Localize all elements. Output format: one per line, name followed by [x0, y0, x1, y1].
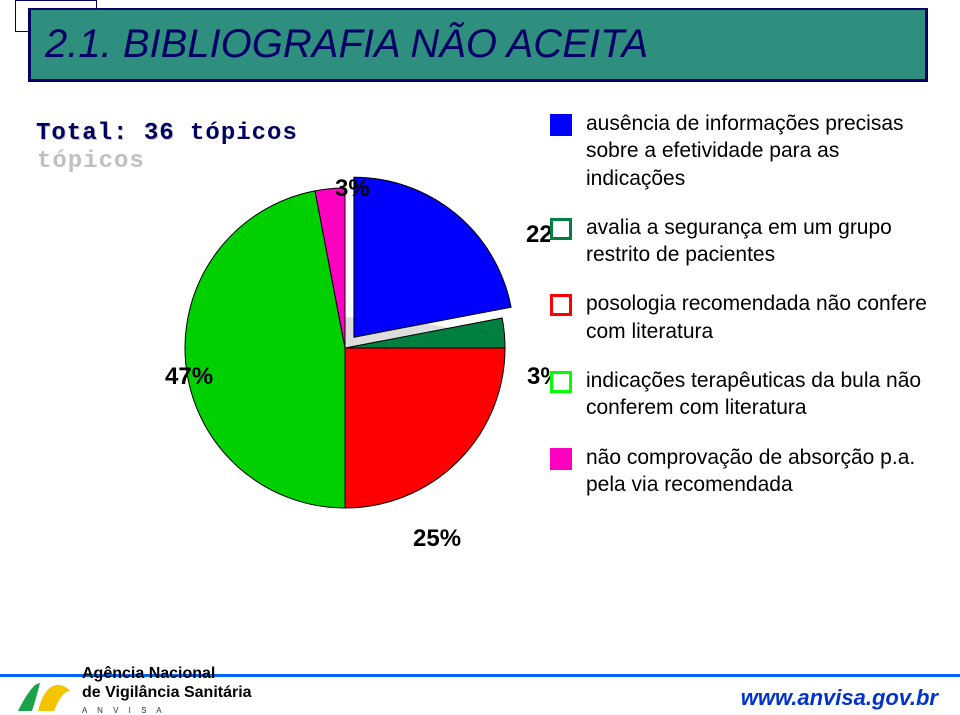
legend-swatch [550, 218, 572, 240]
agency-acronym: A N V I S A [82, 706, 252, 715]
pct-label: 47% [165, 363, 213, 390]
legend-label: indicações terapêuticas da bula não conf… [586, 367, 930, 422]
legend-swatch [550, 294, 572, 316]
pie-slice [354, 177, 511, 337]
legend: ausência de informações precisas sobre a… [550, 110, 930, 520]
legend-item: não comprovação de absorção p.a. pela vi… [550, 444, 930, 499]
agency-name-line1: Agência Nacional [82, 666, 252, 685]
anvisa-logo-icon [14, 681, 72, 715]
pie-chart: 22%3%25%47%3% [140, 148, 480, 488]
legend-item: posologia recomendada não confere com li… [550, 290, 930, 345]
legend-item: avalia a segurança em um grupo restrito … [550, 214, 930, 269]
pct-label: 22% [526, 221, 550, 248]
footer: Agência Nacional de Vigilância Sanitária… [0, 671, 960, 715]
pie-slice [185, 191, 345, 508]
legend-swatch [550, 371, 572, 393]
title-banner: 2.1. BIBLIOGRAFIA NÃO ACEITA [28, 8, 928, 82]
pct-label: 25% [413, 525, 461, 548]
page-title: 2.1. BIBLIOGRAFIA NÃO ACEITA [31, 10, 925, 67]
agency-name-line2: de Vigilância Sanitária [82, 685, 252, 704]
legend-label: não comprovação de absorção p.a. pela vi… [586, 444, 930, 499]
legend-label: ausência de informações precisas sobre a… [586, 110, 930, 192]
legend-item: ausência de informações precisas sobre a… [550, 110, 930, 192]
legend-swatch [550, 448, 572, 470]
chart-area: 22% 3% 25% 47% 3% ausência de informações pr… [30, 110, 930, 630]
legend-label: posologia recomendada não confere com li… [586, 290, 930, 345]
pct-label: 3% [335, 175, 370, 202]
legend-item: indicações terapêuticas da bula não conf… [550, 367, 930, 422]
legend-swatch [550, 114, 572, 136]
pct-label: 3% [527, 363, 550, 390]
footer-logo: Agência Nacional de Vigilância Sanitária… [14, 666, 252, 715]
slide: { "title": "2.1. BIBLIOGRAFIA NÃO ACEITA… [0, 0, 960, 715]
legend-label: avalia a segurança em um grupo restrito … [586, 214, 930, 269]
footer-url: www.anvisa.gov.br [741, 685, 938, 711]
pie-svg: 22% 3% 25% 47% 3% [140, 148, 550, 548]
pie-slice [345, 348, 505, 508]
